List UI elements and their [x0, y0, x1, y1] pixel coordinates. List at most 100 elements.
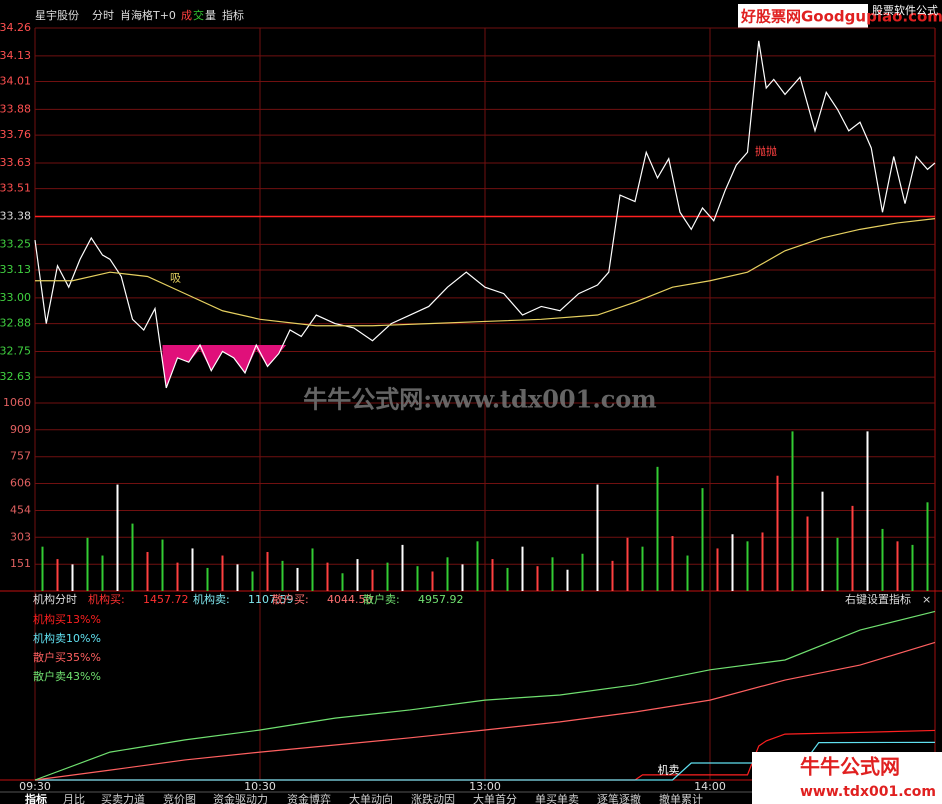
volume-bar: [776, 475, 779, 591]
series-line: [34, 610, 936, 781]
tab[interactable]: 月比: [63, 793, 85, 804]
formula-label: 肖海格T+0: [120, 8, 176, 22]
volume-char: 量: [205, 9, 216, 22]
y-tick-label: 33.76: [0, 128, 31, 141]
y-tick-label: 34.13: [0, 49, 31, 62]
logo-box: [752, 752, 942, 804]
volume-bar: [521, 546, 524, 591]
volume-bar: [731, 534, 734, 591]
volume-bar: [146, 551, 149, 591]
y-tick-label: 33.88: [0, 102, 31, 115]
y-tick-label: 33.63: [0, 156, 31, 169]
series-line: [35, 741, 936, 781]
volume-bar: [311, 548, 314, 591]
tab[interactable]: 逐笔逐撤: [597, 792, 641, 804]
volume-bar: [536, 566, 539, 591]
volume-bar: [476, 541, 479, 591]
legend-entry: 散户买35%%: [33, 650, 101, 664]
y-tick-label: 33.13: [0, 263, 31, 276]
volume-bar: [806, 516, 809, 591]
tab[interactable]: 单买单卖: [535, 793, 579, 804]
y-tick-label: 33.38: [0, 210, 31, 223]
volume-bar: [626, 537, 629, 591]
legend-entry: 机构卖10%%: [33, 631, 101, 645]
volume-bar: [866, 431, 869, 591]
volume-bar: [176, 562, 179, 591]
volume-bar: [446, 557, 449, 591]
readout-label: 机构买:: [88, 592, 125, 606]
volume-bar: [746, 541, 749, 591]
readout-value: 1457.72: [143, 593, 189, 606]
volume-bar: [881, 528, 884, 591]
volume-char: 交: [193, 8, 204, 22]
annotation: 机卖: [658, 762, 680, 776]
tab[interactable]: 大单首分: [473, 792, 517, 804]
volume-bar: [701, 488, 704, 591]
settings-label[interactable]: 右键设置指标: [845, 592, 911, 606]
logo-name: 牛牛公式网: [800, 755, 900, 779]
site-name: 好股票网Goodgupiao.com: [740, 8, 942, 26]
y-tick-label: 1060: [3, 396, 31, 409]
volume-bar: [896, 541, 899, 591]
volume-bar: [491, 559, 494, 591]
volume-bar: [401, 544, 404, 591]
volume-bar: [191, 548, 194, 591]
tab[interactable]: 资金驱动力: [213, 792, 268, 804]
tab[interactable]: 指标: [25, 792, 47, 804]
volume-bar: [911, 544, 914, 591]
readout-value: 1107.59: [248, 593, 294, 606]
volume-bar: [506, 567, 509, 591]
tab[interactable]: 撤单累计: [659, 792, 703, 804]
y-tick-label: 151: [10, 557, 31, 570]
volume-bar: [71, 564, 74, 591]
stock-name: 星宇股份: [35, 9, 79, 22]
y-tick-label: 32.63: [0, 370, 31, 383]
readout-value: 4957.92: [418, 593, 464, 606]
volume-bar: [161, 539, 164, 591]
volume-bar: [656, 466, 659, 591]
series-line: [34, 641, 936, 781]
volume-bar: [341, 573, 344, 591]
y-tick-label: 606: [10, 477, 31, 490]
y-tick-label: 757: [10, 450, 31, 463]
annotation: 吸: [170, 272, 181, 285]
volume-bar: [686, 555, 689, 591]
tab[interactable]: 涨跌动因: [411, 792, 455, 804]
y-tick-label: 909: [10, 423, 31, 436]
series-line: [35, 218, 936, 327]
tab[interactable]: 竞价图: [163, 792, 196, 804]
close-button[interactable]: ×: [922, 593, 931, 606]
indicator-label[interactable]: 指标: [222, 8, 244, 22]
tab[interactable]: 买卖力道: [101, 792, 145, 804]
volume-bar: [236, 564, 239, 591]
readout-value: 4044.50: [327, 593, 373, 606]
volume-bar: [461, 564, 464, 591]
tab[interactable]: 大单动向: [349, 792, 393, 804]
volume-bar: [206, 567, 209, 591]
readout-label: 散户买:: [272, 592, 309, 606]
series-line: [35, 729, 936, 781]
volume-bar: [116, 484, 119, 591]
volume-bar: [821, 491, 824, 591]
volume-bar: [41, 546, 44, 591]
volume-bar: [566, 569, 569, 591]
volume-bar: [101, 555, 104, 591]
tab[interactable]: 资金博弈: [287, 792, 331, 804]
volume-bar: [926, 502, 929, 591]
y-tick-label: 454: [10, 503, 31, 516]
volume-bar: [221, 555, 224, 591]
volume-bar: [356, 559, 359, 591]
volume-bar: [431, 571, 434, 591]
chart-layer: 09:30 10:30 13:00 14:00 34.26 34.13 34.01 33.88…: [0, 21, 936, 804]
volume-bar: [581, 553, 584, 591]
legend-entry: 散户卖43%%: [33, 669, 101, 683]
y-tick-label: 33.00: [0, 291, 31, 304]
view-label: 分时: [92, 9, 114, 22]
readout-label: 散户卖:: [363, 592, 400, 606]
indicator-title: 机构分时: [33, 592, 77, 606]
volume-bar: [266, 551, 269, 591]
volume-bar: [851, 505, 854, 591]
